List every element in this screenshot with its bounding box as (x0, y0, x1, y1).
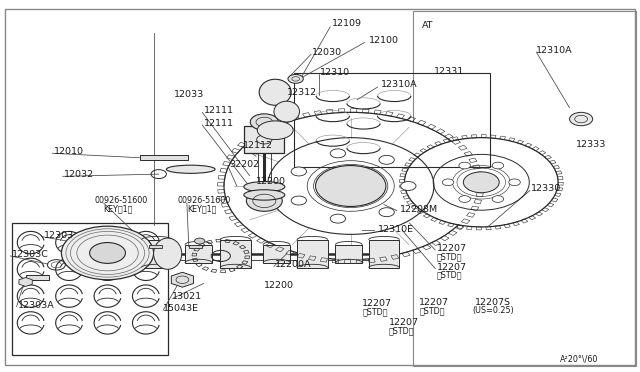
Circle shape (492, 196, 504, 202)
Circle shape (404, 138, 558, 227)
Circle shape (379, 155, 394, 164)
Text: （STD）: （STD） (389, 327, 415, 336)
Bar (297, 240, 328, 268)
Circle shape (492, 162, 504, 169)
Bar (26, 275, 49, 280)
Text: 12207: 12207 (389, 318, 419, 327)
Text: 12310A: 12310A (381, 80, 417, 89)
Text: （STD）: （STD） (436, 271, 462, 280)
Polygon shape (172, 272, 193, 287)
Text: 12200A: 12200A (275, 260, 312, 269)
Circle shape (195, 238, 205, 244)
Bar (263, 245, 290, 263)
Circle shape (459, 196, 470, 202)
Circle shape (291, 167, 307, 176)
Text: 12030: 12030 (312, 48, 342, 57)
Bar (185, 245, 212, 263)
Text: 12100: 12100 (369, 36, 399, 45)
Text: AT: AT (422, 21, 434, 30)
Bar (140, 155, 188, 160)
Text: （STD）: （STD） (419, 306, 445, 315)
Circle shape (442, 179, 454, 186)
Text: 12310E: 12310E (378, 225, 413, 234)
Text: KEY（1）: KEY（1） (104, 205, 133, 214)
Bar (369, 240, 399, 268)
Text: 12331: 12331 (434, 67, 464, 76)
Bar (220, 240, 251, 268)
Bar (141, 240, 172, 268)
Text: 12033: 12033 (174, 90, 204, 99)
Text: 12312: 12312 (287, 88, 317, 97)
Text: 12207: 12207 (436, 263, 467, 272)
Bar (149, 245, 162, 248)
Text: 12111: 12111 (204, 119, 234, 128)
Text: 12310: 12310 (320, 68, 350, 77)
Text: 12032: 12032 (64, 170, 94, 179)
Circle shape (570, 112, 593, 126)
Circle shape (246, 190, 282, 211)
Bar (413, 11, 636, 366)
Text: 12207: 12207 (362, 299, 392, 308)
Ellipse shape (244, 182, 285, 192)
Text: KEY（1）: KEY（1） (187, 205, 216, 214)
Circle shape (90, 243, 125, 263)
Text: 13021: 13021 (172, 292, 202, 301)
Ellipse shape (166, 165, 215, 173)
Text: 12207S: 12207S (475, 298, 511, 307)
Text: 00926-51600: 00926-51600 (178, 196, 231, 205)
Circle shape (61, 226, 154, 280)
Text: 12333: 12333 (576, 140, 606, 149)
Circle shape (509, 179, 520, 186)
Text: 00926-51600: 00926-51600 (95, 196, 148, 205)
Text: 12208M: 12208M (400, 205, 438, 214)
Bar (294, 73, 490, 167)
Ellipse shape (274, 101, 300, 122)
Text: 32202: 32202 (229, 160, 259, 169)
Text: 12200: 12200 (264, 281, 294, 290)
Bar (12, 223, 168, 355)
Circle shape (330, 214, 346, 223)
Text: 12109: 12109 (332, 19, 362, 28)
Bar (244, 126, 284, 153)
Polygon shape (19, 278, 32, 286)
Circle shape (330, 149, 346, 158)
Text: A²20°\/60: A²20°\/60 (560, 355, 598, 363)
Text: 12303A: 12303A (18, 301, 54, 310)
Text: 15043E: 15043E (163, 304, 199, 313)
Ellipse shape (154, 238, 182, 269)
Circle shape (459, 162, 470, 169)
Circle shape (379, 208, 394, 217)
Text: 12330: 12330 (531, 185, 561, 193)
Text: 12310A: 12310A (536, 46, 573, 55)
Text: 12207: 12207 (419, 298, 449, 307)
Circle shape (288, 74, 303, 83)
Text: （STD）: （STD） (362, 307, 388, 316)
Text: 12200: 12200 (256, 177, 286, 186)
Text: （STD）: （STD） (436, 252, 462, 261)
Circle shape (224, 112, 477, 260)
Text: 12303: 12303 (44, 231, 74, 240)
Circle shape (316, 166, 386, 206)
Text: 12112: 12112 (243, 141, 273, 150)
Ellipse shape (244, 190, 285, 200)
Text: 12111: 12111 (204, 106, 234, 115)
Text: 12303C: 12303C (12, 250, 49, 259)
Text: 12207: 12207 (436, 244, 467, 253)
Bar (335, 245, 362, 263)
Ellipse shape (257, 121, 293, 140)
Bar (189, 245, 202, 248)
Circle shape (401, 182, 416, 190)
Circle shape (250, 114, 278, 130)
Text: (US=0.25): (US=0.25) (472, 306, 514, 315)
Ellipse shape (259, 79, 291, 105)
Circle shape (291, 196, 307, 205)
Text: 12010: 12010 (54, 147, 84, 156)
Circle shape (463, 172, 499, 193)
